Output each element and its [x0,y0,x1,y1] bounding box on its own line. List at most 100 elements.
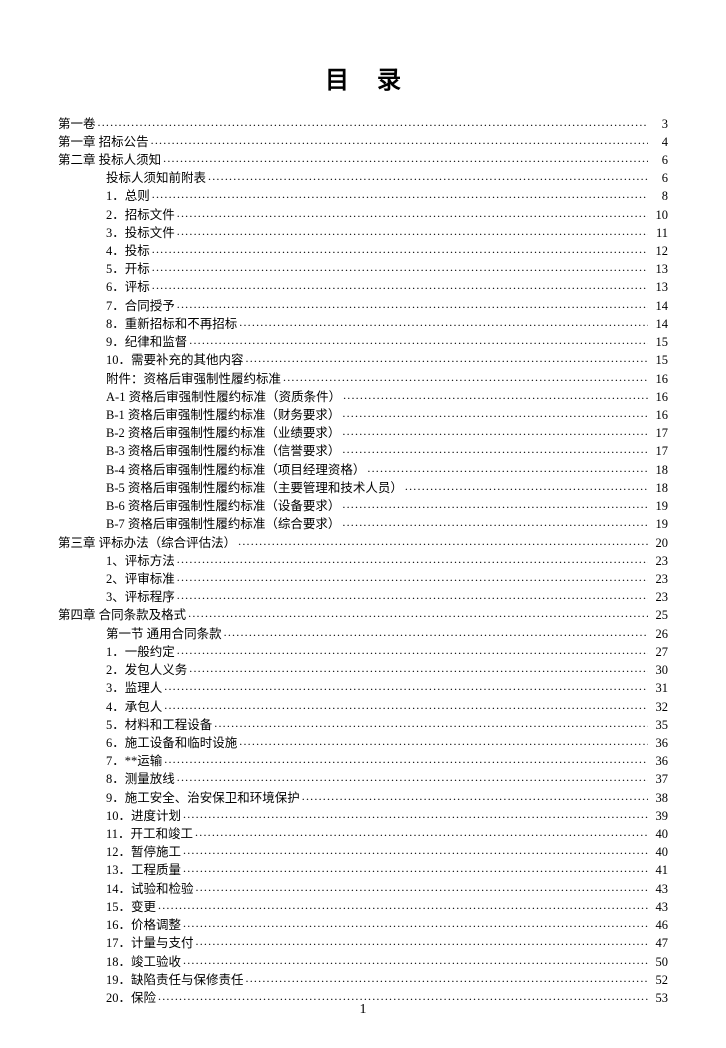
toc-leader-dots [208,170,648,183]
toc-entry-label: 投标人须知前附表 [106,171,206,187]
toc-entry-page: 15 [650,335,668,351]
toc-entry: 第二章 投标人须知6 [58,151,668,168]
table-of-contents: 第一卷3第一章 招标公告4第二章 投标人须知6投标人须知前附表61．总则82．招… [58,115,668,1007]
toc-entry-label: 第一章 招标公告 [58,135,149,151]
toc-leader-dots [342,425,648,438]
toc-leader-dots [188,607,648,620]
toc-entry: 12．暂停施工40 [58,844,668,861]
toc-entry-page: 13 [650,262,668,278]
toc-leader-dots [246,971,648,984]
toc-entry: 第四章 合同条款及格式25 [58,607,668,624]
toc-entry: 3、评标程序23 [58,589,668,606]
toc-entry-label: 14．试验和检验 [106,882,194,898]
toc-entry: 6．施工设备和临时设施 36 [58,734,668,751]
toc-entry-page: 14 [650,317,668,333]
toc-entry-label: B-5 资格后审强制性履约标准（主要管理和技术人员） [106,481,403,497]
toc-entry-label: 17．计量与支付 [106,936,194,952]
toc-entry-label: 5．材料和工程设备 [106,718,212,734]
toc-entry-page: 35 [650,718,668,734]
toc-entry: 7．合同授予14 [58,297,668,314]
toc-leader-dots [177,552,648,565]
toc-leader-dots [152,243,648,256]
toc-leader-dots [302,789,648,802]
toc-entry-page: 23 [650,590,668,606]
toc-entry-label: 2、评审标准 [106,572,175,588]
toc-entry-page: 43 [650,882,668,898]
toc-leader-dots [342,443,648,456]
toc-entry-page: 10 [650,208,668,224]
toc-entry-page: 40 [650,827,668,843]
toc-entry-page: 52 [650,973,668,989]
toc-entry-page: 30 [650,663,668,679]
toc-entry: 2、评审标准23 [58,570,668,587]
toc-entry-page: 17 [650,444,668,460]
toc-leader-dots [224,625,648,638]
toc-entry: 1．总则8 [58,188,668,205]
toc-leader-dots [152,279,648,292]
toc-entry: 5．开标13 [58,261,668,278]
toc-entry: 6．评标13 [58,279,668,296]
toc-entry-label: B-1 资格后审强制性履约标准（财务要求） [106,408,340,424]
toc-entry-label: 9．纪律和监督 [106,335,187,351]
toc-leader-dots [164,698,648,711]
toc-entry-label: 第四章 合同条款及格式 [58,608,186,624]
toc-entry-page: 4 [650,135,668,151]
toc-entry-label: 18．竣工验收 [106,955,181,971]
toc-leader-dots [158,898,648,911]
toc-entry-label: 第三章 评标办法（综合评估法） [58,536,236,552]
toc-leader-dots [283,370,648,383]
toc-entry-label: 3．投标文件 [106,226,175,242]
toc-entry-page: 46 [650,918,668,934]
toc-entry: B-3 资格后审强制性履约标准（信誉要求）17 [58,443,668,460]
toc-entry-label: 1．一般约定 [106,645,175,661]
toc-entry: 1、评标方法23 [58,552,668,569]
toc-entry: 2．发包人义务30 [58,662,668,679]
toc-entry-label: 4．投标 [106,244,150,260]
toc-leader-dots [183,917,648,930]
toc-entry: 3．投标文件11 [58,224,668,241]
toc-leader-dots [189,334,648,347]
toc-entry-label: A-1 资格后审强制性履约标准（资质条件） [106,390,341,406]
toc-entry: A-1 资格后审强制性履约标准（资质条件）16 [58,388,668,405]
toc-entry: 9．施工安全、治安保卫和环境保护38 [58,789,668,806]
toc-entry-page: 18 [650,481,668,497]
toc-leader-dots [151,133,648,146]
toc-leader-dots [343,388,648,401]
toc-leader-dots [177,224,648,237]
toc-entry: 8．重新招标和不再招标14 [58,315,668,332]
toc-entry: 1．一般约定27 [58,643,668,660]
toc-entry-page: 43 [650,900,668,916]
toc-entry-label: 6．施工设备和临时设施 [106,736,237,752]
toc-entry-label: 12．暂停施工 [106,845,181,861]
toc-leader-dots [342,498,648,511]
toc-entry-label: 4．承包人 [106,700,162,716]
toc-entry: 2．招标文件10 [58,206,668,223]
toc-leader-dots [342,516,648,529]
toc-leader-dots [164,680,648,693]
toc-entry: B-7 资格后审强制性履约标准（综合要求）19 [58,516,668,533]
toc-entry: 7．**运输36 [58,753,668,770]
toc-entry-page: 12 [650,244,668,260]
toc-entry: 第一卷3 [58,115,668,132]
toc-entry: 10．进度计划39 [58,807,668,824]
toc-entry-label: 3．监理人 [106,681,162,697]
toc-entry-page: 36 [650,736,668,752]
toc-leader-dots [152,261,648,274]
toc-entry-page: 8 [650,189,668,205]
toc-leader-dots [183,862,648,875]
toc-leader-dots [98,115,648,128]
toc-entry-page: 36 [650,754,668,770]
toc-entry: B-1 资格后审强制性履约标准（财务要求）16 [58,407,668,424]
page-title: 目录 [58,60,668,95]
toc-leader-dots [342,407,648,420]
toc-entry-page: 41 [650,863,668,879]
toc-entry-page: 37 [650,772,668,788]
toc-entry: 第一章 招标公告 4 [58,133,668,150]
toc-entry-label: 第一节 通用合同条款 [106,627,222,643]
toc-entry-label: 13．工程质量 [106,863,181,879]
toc-entry-page: 50 [650,955,668,971]
toc-entry: 第三章 评标办法（综合评估法）20 [58,534,668,551]
toc-entry-page: 17 [650,426,668,442]
toc-leader-dots [195,826,648,839]
toc-entry: 15．变更43 [58,898,668,915]
